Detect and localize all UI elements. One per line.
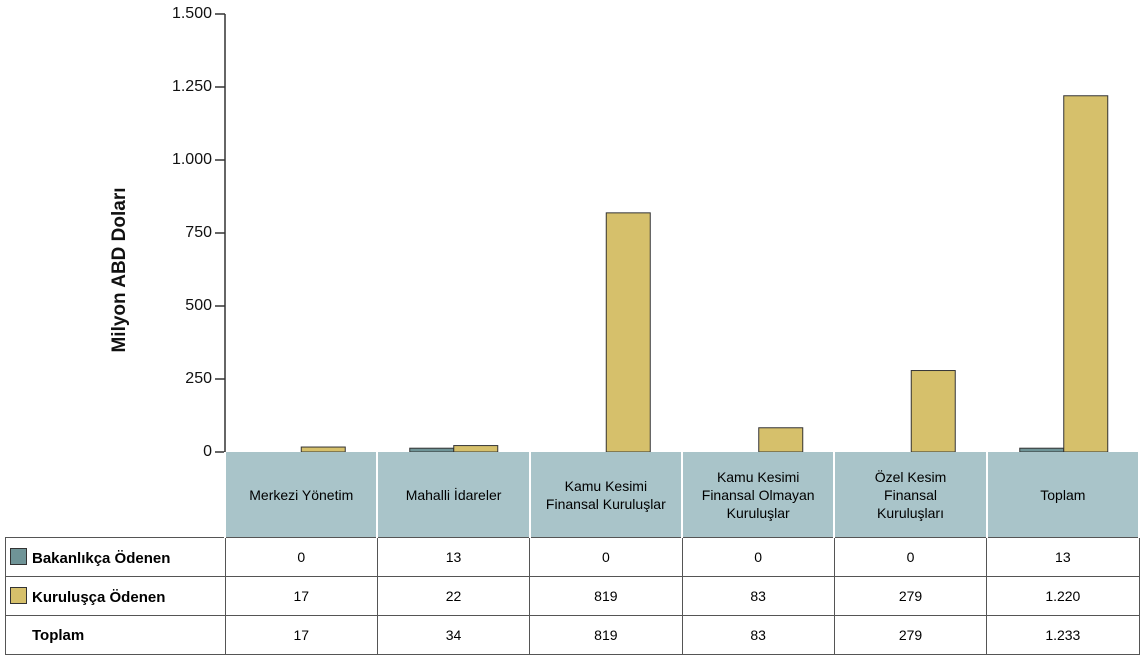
data-table: Merkezi Yönetim Mahalli İdareler Kamu Kesi… [5, 452, 1140, 655]
y-tick-label: 750 [185, 224, 212, 241]
y-tick-label: 500 [185, 297, 212, 314]
category-header: Özel Kesim Finansal Kuruluşları [833, 452, 988, 538]
total-cell: 17 [224, 615, 378, 655]
total-cell: 34 [376, 615, 531, 655]
legend-swatch [10, 586, 27, 604]
value-cell: 819 [529, 576, 683, 616]
category-header: Mahalli İdareler [376, 452, 531, 538]
legend-cell: Bakanlıkça Ödenen [5, 537, 226, 577]
total-cell: 1.233 [986, 615, 1140, 655]
value-cell: 0 [224, 537, 378, 577]
value-cell: 17 [224, 576, 378, 616]
value-cell: 279 [833, 576, 988, 616]
category-header: Kamu Kesimi Finansal Kuruluşlar [528, 452, 684, 538]
legend-label: Bakanlıkça Ödenen [32, 549, 171, 567]
total-cell: 83 [681, 615, 835, 655]
bar [758, 427, 804, 453]
y-tick-label: 1.500 [172, 5, 212, 22]
series-row: Kuruluşça Ödenen 17 22 819 83 279 1.220 [5, 576, 1140, 616]
value-cell: 0 [529, 537, 683, 577]
category-header: Merkezi Yönetim [224, 452, 379, 538]
value-cell: 13 [376, 537, 531, 577]
header-row: Merkezi Yönetim Mahalli İdareler Kamu Kesi… [6, 452, 1140, 538]
total-cell: 279 [833, 615, 988, 655]
value-cell: 13 [986, 537, 1140, 577]
value-cell: 83 [681, 576, 835, 616]
total-name: Toplam [5, 615, 226, 655]
legend-swatch [10, 547, 27, 565]
total-cell: 819 [529, 615, 683, 655]
empty-cell [6, 452, 226, 538]
legend-label: Kuruluşça Ödenen [32, 588, 166, 606]
y-tick-label: 1.250 [172, 78, 212, 95]
category-header: Kamu Kesimi Finansal Olmayan Kuruluşlar [681, 452, 836, 538]
legend-cell: Kuruluşça Ödenen [5, 576, 226, 616]
value-cell: 1.220 [986, 576, 1140, 616]
value-cell: 0 [833, 537, 988, 577]
total-row: Toplam 17 34 819 83 279 1.233 [5, 615, 1140, 655]
bar [605, 212, 651, 453]
value-cell: 22 [376, 576, 531, 616]
value-cell: 0 [681, 537, 835, 577]
bar [453, 445, 499, 453]
category-header: Toplam [985, 452, 1140, 538]
series-row: Bakanlıkça Ödenen 0 13 0 0 0 13 [5, 537, 1140, 577]
y-tick-label: 0 [203, 443, 212, 460]
bar [910, 370, 956, 453]
y-tick-label: 1.000 [172, 151, 212, 168]
y-axis-label: Milyon ABD Doları [109, 187, 130, 352]
y-tick-label: 250 [185, 370, 212, 387]
bar [1063, 95, 1109, 453]
